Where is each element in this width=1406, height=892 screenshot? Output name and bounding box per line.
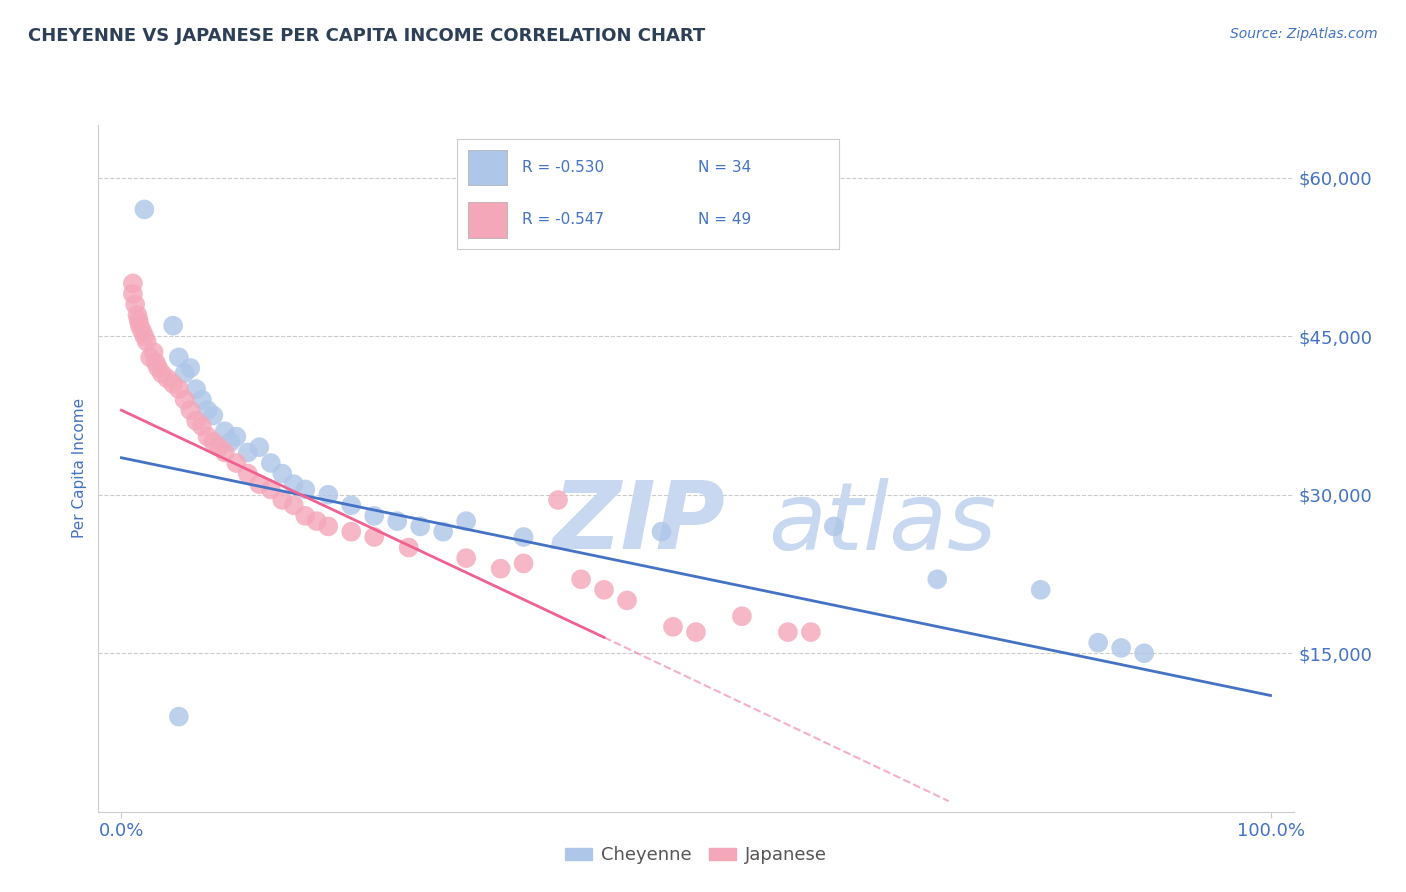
Point <box>122 287 145 301</box>
Point <box>432 524 454 539</box>
Point <box>340 498 363 512</box>
Point <box>214 445 236 459</box>
Point <box>150 366 173 380</box>
Point <box>122 277 145 291</box>
Point <box>547 493 569 508</box>
Point <box>456 514 478 528</box>
Point <box>283 498 305 512</box>
Point <box>142 345 165 359</box>
Point <box>128 313 150 327</box>
Point <box>776 625 799 640</box>
Point <box>134 202 156 217</box>
Point <box>823 519 845 533</box>
Point <box>260 456 283 470</box>
Point <box>236 467 259 481</box>
Point <box>135 334 157 349</box>
Point <box>214 425 236 439</box>
Point <box>167 382 190 396</box>
Point <box>179 403 201 417</box>
Point <box>456 551 478 566</box>
Point <box>1087 635 1109 649</box>
Point <box>316 488 339 502</box>
Point <box>219 434 242 449</box>
Point <box>685 625 707 640</box>
Point <box>398 541 420 555</box>
Point <box>162 376 184 391</box>
Point <box>184 382 207 396</box>
Point <box>202 434 225 449</box>
Point <box>173 366 195 380</box>
Text: CHEYENNE VS JAPANESE PER CAPITA INCOME CORRELATION CHART: CHEYENNE VS JAPANESE PER CAPITA INCOME C… <box>28 27 706 45</box>
Point <box>316 519 339 533</box>
Point <box>197 403 219 417</box>
Point <box>156 371 179 385</box>
Point <box>512 557 534 571</box>
Legend: Cheyenne, Japanese: Cheyenne, Japanese <box>557 839 835 871</box>
Point <box>247 440 270 454</box>
Point <box>409 519 432 533</box>
Point <box>294 483 316 497</box>
Text: atlas: atlas <box>768 478 995 569</box>
Point <box>179 360 201 375</box>
Point <box>208 440 231 454</box>
Point <box>283 477 305 491</box>
Point <box>512 530 534 544</box>
Text: ZIP: ZIP <box>553 477 725 569</box>
Point <box>800 625 823 640</box>
Point <box>162 318 184 333</box>
Point <box>616 593 638 607</box>
Point <box>131 324 153 338</box>
Point <box>305 514 328 528</box>
Point <box>128 318 150 333</box>
Point <box>247 477 270 491</box>
Point <box>236 445 259 459</box>
Point <box>271 467 294 481</box>
Point <box>145 356 167 370</box>
Point <box>197 429 219 443</box>
Point <box>385 514 409 528</box>
Point <box>260 483 283 497</box>
Point <box>191 392 214 407</box>
Point <box>139 351 162 365</box>
Point <box>225 429 247 443</box>
Point <box>489 562 512 576</box>
Point <box>593 582 616 597</box>
Point <box>191 419 214 434</box>
Point <box>173 392 195 407</box>
Point <box>1133 646 1156 660</box>
Point <box>731 609 754 624</box>
Point <box>124 297 146 311</box>
Point <box>134 329 156 343</box>
Text: Source: ZipAtlas.com: Source: ZipAtlas.com <box>1230 27 1378 41</box>
Point <box>1029 582 1052 597</box>
Point <box>363 530 385 544</box>
Y-axis label: Per Capita Income: Per Capita Income <box>72 398 87 539</box>
Point <box>202 409 225 423</box>
Point <box>662 620 685 634</box>
Point <box>271 493 294 508</box>
Point <box>1109 640 1132 655</box>
Point <box>127 308 149 322</box>
Point <box>167 351 190 365</box>
Point <box>927 572 949 586</box>
Point <box>650 524 672 539</box>
Point <box>294 508 316 523</box>
Point <box>167 709 190 723</box>
Point <box>148 360 170 375</box>
Point <box>340 524 363 539</box>
Point <box>225 456 247 470</box>
Point <box>569 572 592 586</box>
Point <box>363 508 385 523</box>
Point <box>184 414 207 428</box>
